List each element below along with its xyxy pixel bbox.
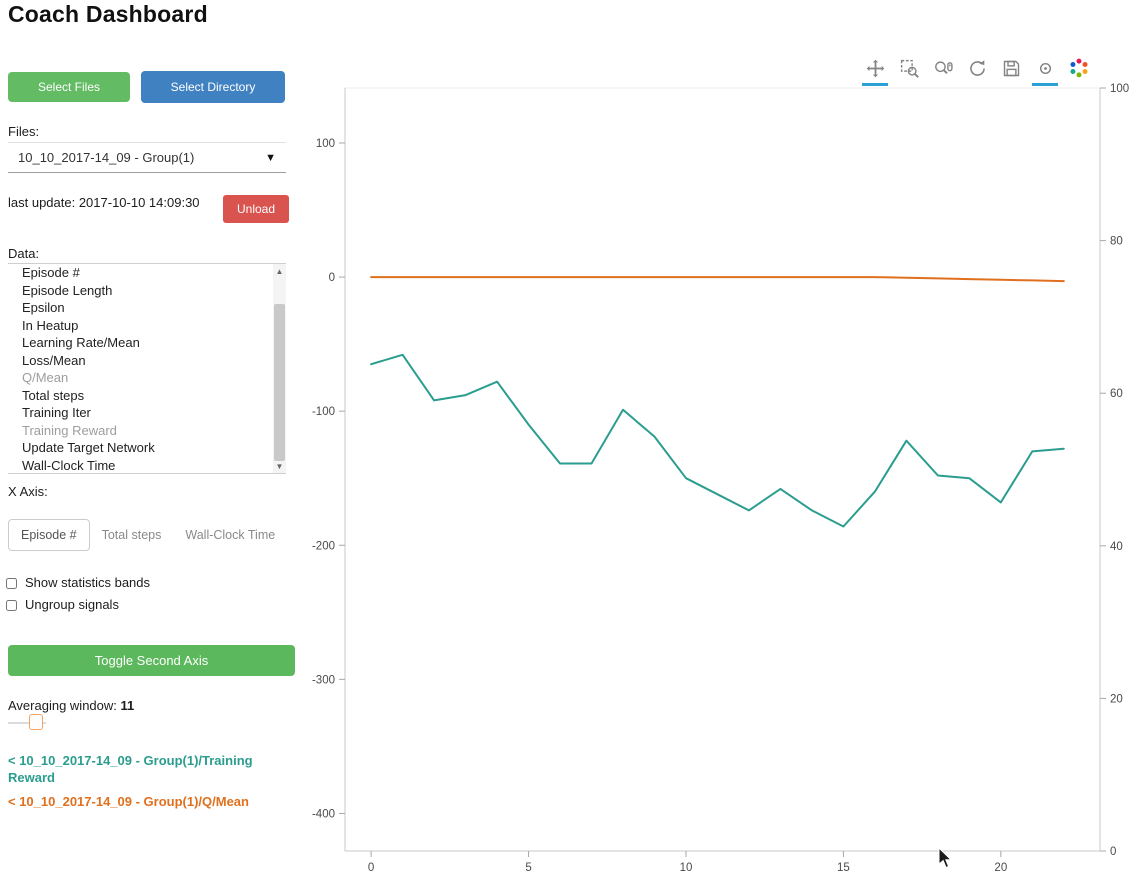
ungroup-signals-row: Ungroup signals (6, 597, 119, 612)
list-item[interactable]: Update Target Network (22, 440, 155, 455)
x-axis-tick-label: 5 (525, 862, 531, 874)
hover-tool-icon (1035, 58, 1056, 79)
training-reward-line (370, 353, 1065, 528)
plot-area[interactable]: 100 0 -100 -200 -300 -400 100 80 60 40 20 0 0 5 10 15 20 (300, 0, 1142, 881)
select-files-button[interactable]: Select Files (8, 72, 130, 102)
scrollbar-thumb[interactable] (274, 304, 285, 461)
reset-tool-button[interactable] (964, 56, 990, 86)
last-update-text: last update: 2017-10-10 14:09:30 (8, 195, 200, 210)
x-axis-option-total-steps[interactable]: Total steps (90, 520, 174, 550)
legend-item-q-mean[interactable]: < 10_10_2017-14_09 - Group(1)/Q/Mean (8, 794, 249, 809)
legend-item-training-reward[interactable]: < 10_10_2017-14_09 - Group(1)/Training R… (8, 753, 253, 785)
right-axis-tick-label: 80 (1110, 236, 1123, 248)
x-axis-label: X Axis: (8, 484, 48, 499)
right-axis-tick-label: 20 (1110, 693, 1123, 705)
left-axis-tick-label: -300 (312, 674, 335, 686)
averaging-window-row: Averaging window: 11 (8, 698, 134, 713)
wheel-zoom-tool-button[interactable] (930, 56, 956, 86)
left-axis-tick-label: 0 (329, 272, 335, 284)
q-mean-line (370, 276, 1065, 283)
x-axis-tick-label: 10 (680, 862, 693, 874)
list-scrollbar[interactable]: ▲ ▼ (273, 264, 286, 473)
data-label: Data: (8, 246, 40, 261)
x-axis-option-wall-clock[interactable]: Wall-Clock Time (173, 520, 287, 550)
right-axis-tick-label: 0 (1110, 846, 1116, 858)
bokeh-logo-icon (1068, 57, 1090, 79)
page-title: Coach Dashboard (8, 1, 208, 27)
left-axis-tick-label: -400 (312, 808, 335, 820)
list-item-selected[interactable]: Training Reward (22, 422, 117, 438)
list-item[interactable]: Total steps (22, 387, 85, 403)
list-item[interactable]: Learning Rate/Mean (22, 335, 140, 350)
plot-outline (344, 87, 1101, 852)
pan-tool-button[interactable] (862, 56, 888, 86)
save-tool-button[interactable] (998, 56, 1024, 86)
chevron-down-icon: ▼ (265, 151, 276, 164)
show-statistics-bands-checkbox[interactable] (6, 577, 17, 589)
list-item[interactable]: Wall-Clock Time (22, 457, 116, 473)
averaging-window-label: Averaging window: (8, 698, 117, 713)
toggle-second-axis-button[interactable]: Toggle Second Axis (8, 645, 295, 676)
scroll-down-icon[interactable]: ▼ (275, 461, 284, 471)
x-axis-option-episode[interactable]: Episode # (8, 518, 90, 551)
averaging-window-slider-track[interactable] (8, 722, 46, 724)
plot-canvas[interactable]: 100 0 -100 -200 -300 -400 100 80 60 40 20 0 0 5 10 15 20 (300, 0, 1142, 881)
right-axis-tick-label: 60 (1110, 388, 1123, 400)
select-directory-button[interactable]: Select Directory (141, 71, 285, 103)
ungroup-signals-label: Ungroup signals (25, 597, 119, 612)
scroll-up-icon[interactable]: ▲ (275, 266, 284, 276)
unload-button[interactable]: Unload (223, 195, 289, 223)
wheel-zoom-icon (933, 58, 954, 79)
x-axis-option-group: Episode # Total steps Wall-Clock Time (8, 518, 287, 551)
plot-legend: < 10_10_2017-14_09 - Group(1)/Training R… (8, 752, 292, 810)
files-label: Files: (8, 124, 40, 139)
box-zoom-icon (899, 58, 920, 79)
data-signal-list: Episode # Episode Length Epsilon In Heat… (8, 263, 286, 474)
left-axis-tick-label: -200 (312, 540, 335, 552)
plot-toolbar (862, 56, 1092, 86)
list-item[interactable]: In Heatup (22, 317, 79, 333)
list-item[interactable]: Epsilon (22, 300, 65, 315)
right-axis-tick-label: 40 (1110, 541, 1123, 553)
bokeh-logo[interactable] (1066, 56, 1092, 86)
show-statistics-bands-label: Show statistics bands (25, 575, 151, 590)
list-item[interactable]: Loss/Mean (22, 352, 86, 368)
x-axis-tick-label: 20 (994, 862, 1007, 874)
ungroup-signals-checkbox[interactable] (6, 599, 17, 611)
save-icon (1001, 58, 1022, 79)
pan-icon (865, 58, 886, 79)
averaging-window-value: 11 (120, 698, 135, 713)
box-zoom-tool-button[interactable] (896, 56, 922, 86)
reset-icon (967, 58, 988, 79)
files-dropdown[interactable]: 10_10_2017-14_09 - Group(1) ▼ (8, 142, 286, 173)
files-dropdown-value: 10_10_2017-14_09 - Group(1) (18, 150, 195, 165)
left-axis-tick-label: -100 (312, 406, 335, 418)
list-item[interactable]: Episode # (22, 265, 80, 280)
x-axis-tick-label: 15 (837, 862, 850, 874)
list-item[interactable]: Training Iter (22, 405, 91, 420)
right-axis-tick-label: 100 (1110, 83, 1129, 95)
show-statistics-bands-row: Show statistics bands (6, 575, 150, 590)
averaging-window-slider-handle[interactable] (29, 714, 43, 730)
hover-tool-button[interactable] (1032, 56, 1058, 86)
left-axis-tick-label: 100 (316, 138, 335, 150)
list-item-selected[interactable]: Q/Mean (22, 370, 69, 385)
x-axis-tick-label: 0 (368, 862, 374, 874)
list-item[interactable]: Episode Length (22, 282, 113, 298)
